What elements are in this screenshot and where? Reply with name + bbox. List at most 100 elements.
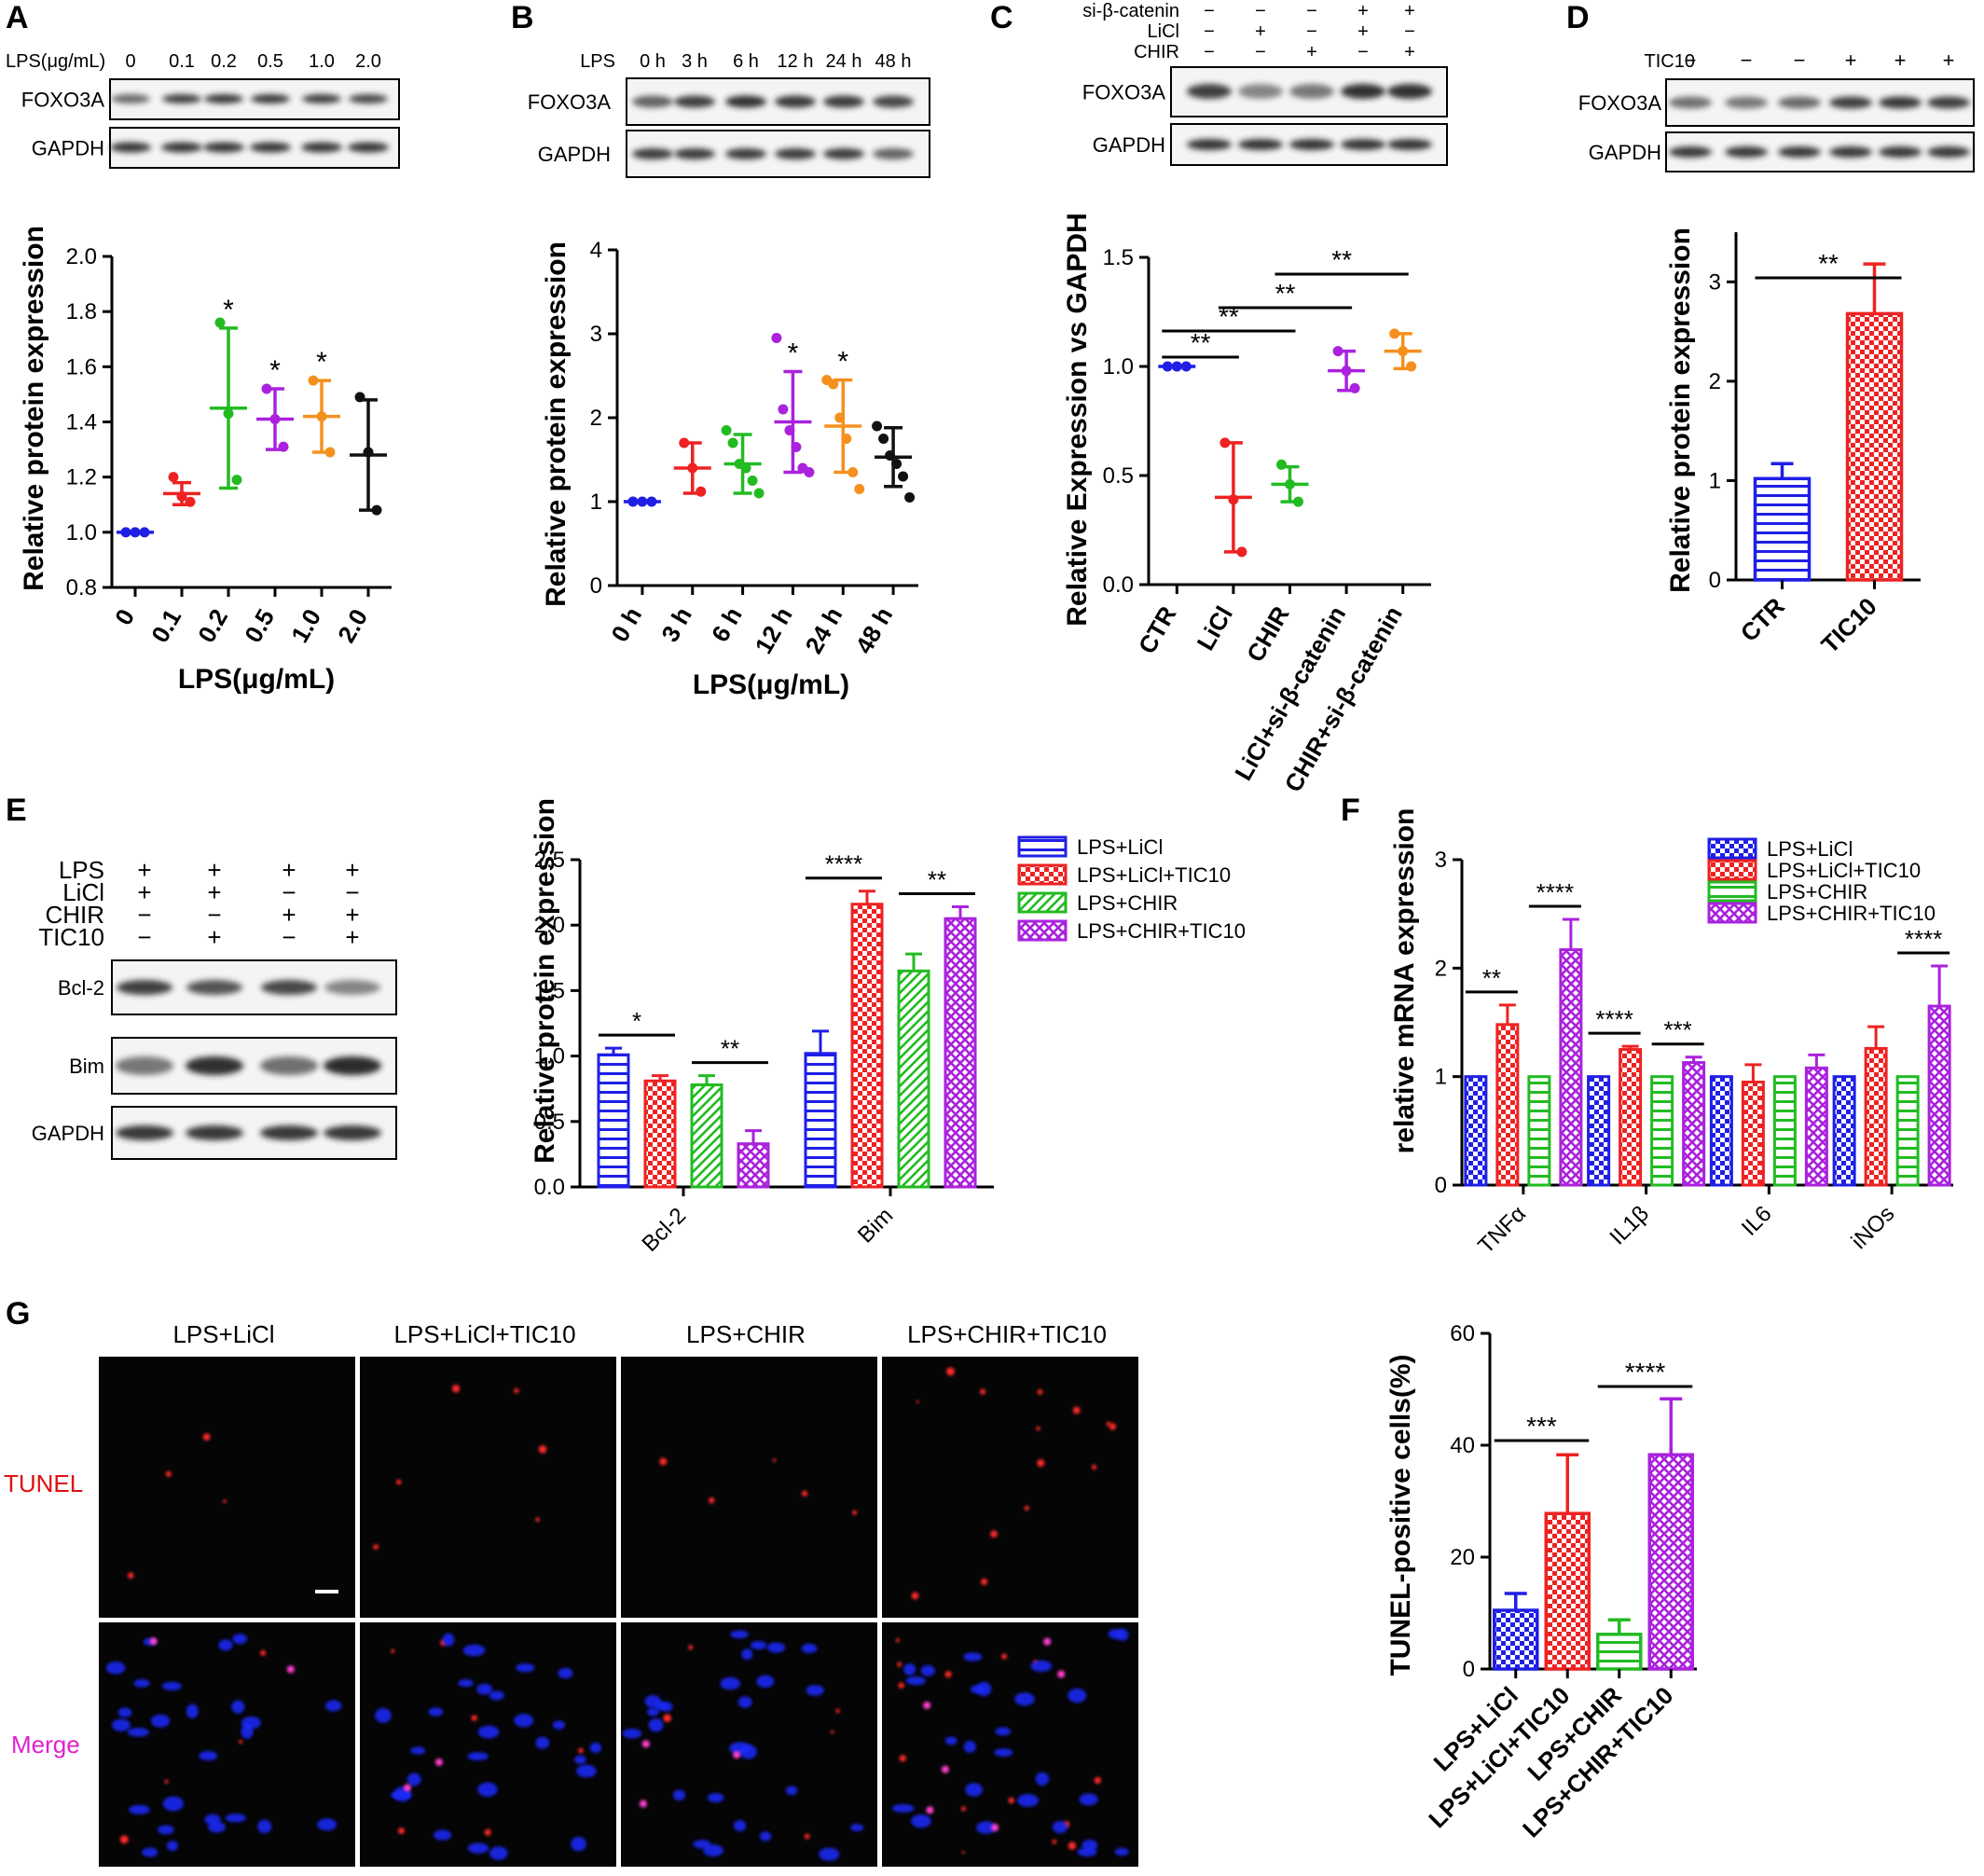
blot-row-label: FOXO3A bbox=[528, 90, 612, 114]
blot-band bbox=[775, 148, 816, 159]
data-point bbox=[1398, 346, 1409, 357]
legend-swatch bbox=[1017, 835, 1068, 858]
nucleus bbox=[1082, 1840, 1098, 1852]
lane-label: 2.0 bbox=[355, 51, 381, 72]
tunel-positive-cell bbox=[538, 1445, 547, 1454]
data-point bbox=[727, 437, 738, 448]
nucleus bbox=[207, 1821, 227, 1833]
lane-label: 0 h bbox=[640, 51, 666, 72]
data-point bbox=[904, 492, 916, 503]
blot-band bbox=[1927, 96, 1970, 109]
tunel-positive-cell bbox=[990, 1530, 998, 1538]
legend-swatch bbox=[1017, 863, 1068, 886]
nucleus bbox=[105, 1661, 126, 1675]
nucleus bbox=[750, 1640, 767, 1650]
data-point bbox=[278, 441, 289, 452]
tunel-positive-cell bbox=[471, 1715, 477, 1721]
data-point bbox=[139, 527, 150, 538]
data-point bbox=[269, 414, 281, 425]
nucleus bbox=[458, 1678, 474, 1688]
blot-band bbox=[823, 148, 864, 159]
blot-band bbox=[110, 142, 151, 153]
x-tick-label: 0 bbox=[109, 604, 140, 630]
x-tick-label: 24 h bbox=[799, 602, 847, 658]
nucleus bbox=[257, 1819, 272, 1834]
merged-positive-cell bbox=[1043, 1637, 1052, 1646]
x-tick-label: 3 h bbox=[655, 602, 697, 647]
tunel-positive-cell bbox=[395, 1479, 402, 1485]
nucleus bbox=[477, 1725, 500, 1739]
nucleus bbox=[489, 1846, 508, 1860]
nucleus bbox=[905, 1676, 927, 1686]
treatment-label: si-β-catenin bbox=[1082, 1, 1179, 21]
nucleus bbox=[161, 1681, 182, 1690]
data-point bbox=[176, 490, 187, 502]
legend-label: LPS+LiCl+TIC10 bbox=[1077, 863, 1231, 887]
legend-swatch bbox=[1707, 837, 1757, 860]
y-tick-label: 2.5 bbox=[534, 848, 565, 873]
nucleus bbox=[516, 1663, 535, 1673]
bar bbox=[643, 1079, 677, 1189]
merged-positive-cell bbox=[149, 1637, 158, 1646]
significance-label: ** bbox=[721, 1035, 739, 1063]
y-tick-label: 0 bbox=[590, 573, 602, 599]
tunel-positive-cell bbox=[1001, 1653, 1008, 1660]
blot-strip: FOXO3A bbox=[1578, 78, 1975, 127]
merge-image bbox=[360, 1622, 616, 1867]
y-tick-label: 0.5 bbox=[1103, 463, 1134, 489]
nucleus bbox=[434, 1829, 452, 1841]
x-tick-label: 1.0 bbox=[285, 604, 326, 647]
data-point bbox=[223, 408, 234, 420]
bar bbox=[1493, 1608, 1539, 1671]
bar bbox=[944, 917, 977, 1189]
panel-g-micrographs bbox=[99, 1357, 1138, 1867]
nucleus bbox=[703, 1844, 723, 1857]
y-tick-label: 0.0 bbox=[534, 1175, 565, 1200]
blot-band bbox=[775, 95, 816, 108]
y-tick-label: 4 bbox=[590, 238, 602, 263]
nucleus bbox=[994, 1748, 1013, 1757]
micro-col-label: LPS+LiCl bbox=[172, 1320, 274, 1348]
significance-label: *** bbox=[1526, 1412, 1557, 1441]
x-tick-label: 0.2 bbox=[192, 604, 233, 647]
bar bbox=[597, 1053, 630, 1189]
legend-swatch bbox=[1707, 902, 1757, 924]
data-point bbox=[841, 434, 852, 444]
treatment-sign: + bbox=[137, 878, 151, 906]
significance-label: ** bbox=[1219, 302, 1239, 331]
y-tick-label: 3 bbox=[1709, 269, 1721, 295]
nucleus bbox=[166, 1841, 178, 1852]
blot-band bbox=[116, 1125, 173, 1140]
significance-label: ** bbox=[1818, 249, 1839, 278]
blot-band bbox=[1829, 96, 1872, 109]
tunel-positive-cell bbox=[804, 1833, 810, 1840]
bar bbox=[737, 1142, 770, 1189]
y-tick-label: 2 bbox=[1435, 956, 1447, 981]
tunel-positive-cell bbox=[897, 1662, 902, 1667]
data-point bbox=[1180, 361, 1192, 372]
chart-d: 0 1 2 3 CTR TIC10 ** bbox=[1709, 232, 1921, 658]
tunel-positive-cell bbox=[835, 1708, 840, 1714]
y-tick-label: 3 bbox=[1435, 848, 1447, 873]
x-tick-label: 2.0 bbox=[332, 604, 373, 647]
data-point bbox=[1293, 496, 1303, 507]
merged-positive-cell bbox=[639, 1800, 647, 1808]
blot-band bbox=[250, 142, 291, 153]
panel-letter-d: D bbox=[1566, 0, 1590, 35]
tunel-positive-cell bbox=[898, 1682, 904, 1689]
bar bbox=[1709, 1075, 1733, 1187]
blot-band bbox=[117, 980, 172, 995]
y-tick-label: 3 bbox=[590, 322, 602, 347]
tunel-positive-cell bbox=[1072, 1406, 1081, 1414]
tunel-positive-cell bbox=[119, 1835, 129, 1844]
blot-band bbox=[873, 148, 914, 159]
y-tick-label: 1.4 bbox=[66, 410, 97, 435]
chart-c-ylabel: Relative Expression vs GAPDH bbox=[1062, 213, 1093, 627]
nucleus bbox=[127, 1727, 150, 1737]
treatment-sign: + bbox=[1894, 48, 1907, 72]
lane-label: 1.0 bbox=[309, 51, 335, 72]
x-tick-label: CTR bbox=[1133, 601, 1182, 658]
y-tick-label: 0.8 bbox=[66, 575, 97, 600]
tunel-positive-cell bbox=[1008, 1797, 1014, 1804]
